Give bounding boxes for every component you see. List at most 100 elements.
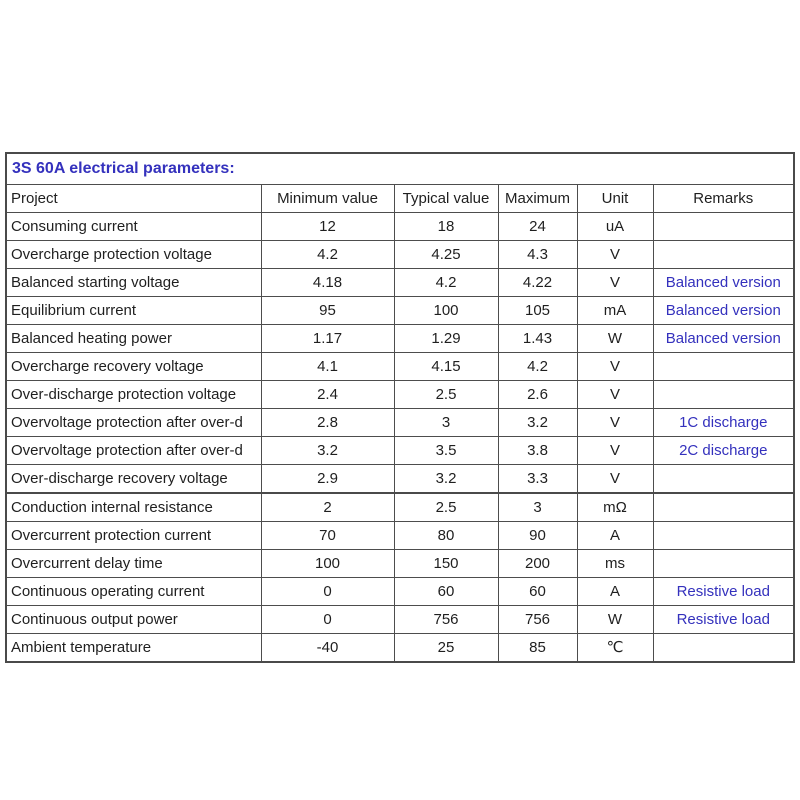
min-value-cell: 2.8: [260, 408, 395, 437]
max-value-cell: 756: [497, 605, 578, 634]
min-value-cell: 70: [260, 521, 395, 550]
table-row: Equilibrium current 95 100 105 mA Balanced ve…: [5, 296, 795, 325]
unit-cell: mA: [576, 296, 654, 325]
remarks-cell: 1C discharge: [652, 408, 795, 437]
table-row: Ambient temperature -40 25 85 ℃: [5, 633, 795, 663]
project-cell: Conduction internal resistance: [5, 492, 262, 522]
project-cell: Overvoltage protection after over-d: [5, 408, 262, 437]
electrical-parameters-table: 3S 60A electrical parameters: Project Mi…: [5, 152, 796, 663]
typical-value-cell: 4.25: [393, 240, 499, 269]
max-value-cell: 90: [497, 521, 578, 550]
table-body: Consuming current 12 18 24 uA Overcharge prot…: [5, 212, 795, 663]
remarks-cell: [652, 549, 795, 578]
project-cell: Ambient temperature: [5, 633, 262, 663]
typical-value-cell: 18: [393, 212, 499, 241]
typical-value-cell: 3: [393, 408, 499, 437]
typical-value-cell: 4.15: [393, 352, 499, 381]
project-cell: Equilibrium current: [5, 296, 262, 325]
table-row: Over-discharge protection voltage 2.4 2.5 2…: [5, 380, 795, 409]
remarks-cell: Resistive load: [652, 577, 795, 606]
column-header-maximum: Maximum: [497, 184, 578, 213]
remarks-cell: [652, 240, 795, 269]
typical-value-cell: 2.5: [393, 380, 499, 409]
column-header-typical-value: Typical value: [393, 184, 499, 213]
table-header-row: Project Minimum value Typical value Maxi…: [5, 184, 795, 213]
typical-value-cell: 25: [393, 633, 499, 663]
min-value-cell: 0: [260, 605, 395, 634]
remarks-cell: [652, 521, 795, 550]
remarks-cell: Balanced version: [652, 324, 795, 353]
typical-value-cell: 60: [393, 577, 499, 606]
min-value-cell: 2.4: [260, 380, 395, 409]
max-value-cell: 4.3: [497, 240, 578, 269]
table-row: Overcharge protection voltage 4.2 4.25 4.3 V: [5, 240, 795, 269]
max-value-cell: 1.43: [497, 324, 578, 353]
table-row: Overcharge recovery voltage 4.1 4.15 4.2 V: [5, 352, 795, 381]
remarks-cell: Balanced version: [652, 268, 795, 297]
table-title-row: 3S 60A electrical parameters:: [5, 152, 795, 185]
unit-cell: ℃: [576, 633, 654, 663]
unit-cell: uA: [576, 212, 654, 241]
unit-cell: V: [576, 436, 654, 465]
remarks-cell: [652, 212, 795, 241]
max-value-cell: 3.3: [497, 464, 578, 494]
column-header-remarks: Remarks: [652, 184, 795, 213]
table-row: Continuous output power 0 756 756 W Resistive…: [5, 605, 795, 634]
min-value-cell: 4.1: [260, 352, 395, 381]
max-value-cell: 3: [497, 492, 578, 522]
project-cell: Overcurrent delay time: [5, 549, 262, 578]
unit-cell: V: [576, 240, 654, 269]
project-cell: Over-discharge protection voltage: [5, 380, 262, 409]
unit-cell: V: [576, 464, 654, 494]
column-header-unit: Unit: [576, 184, 654, 213]
unit-cell: V: [576, 352, 654, 381]
typical-value-cell: 80: [393, 521, 499, 550]
table-row: Over-discharge recovery voltage 2.9 3.2 3.3…: [5, 464, 795, 494]
min-value-cell: 2: [260, 492, 395, 522]
max-value-cell: 105: [497, 296, 578, 325]
min-value-cell: 4.2: [260, 240, 395, 269]
max-value-cell: 4.22: [497, 268, 578, 297]
project-cell: Overcharge recovery voltage: [5, 352, 262, 381]
project-cell: Over-discharge recovery voltage: [5, 464, 262, 494]
project-cell: Overcurrent protection current: [5, 521, 262, 550]
project-cell: Continuous output power: [5, 605, 262, 634]
table-row: Continuous operating current 0 60 60 A Resist…: [5, 577, 795, 606]
project-cell: Balanced starting voltage: [5, 268, 262, 297]
min-value-cell: 3.2: [260, 436, 395, 465]
min-value-cell: -40: [260, 633, 395, 663]
table-row: Balanced heating power 1.17 1.29 1.43 W Balan…: [5, 324, 795, 353]
typical-value-cell: 100: [393, 296, 499, 325]
typical-value-cell: 1.29: [393, 324, 499, 353]
remarks-cell: 2C discharge: [652, 436, 795, 465]
max-value-cell: 24: [497, 212, 578, 241]
typical-value-cell: 2.5: [393, 492, 499, 522]
project-cell: Overvoltage protection after over-d: [5, 436, 262, 465]
table-row: Conduction internal resistance 2 2.5 3 mΩ: [5, 492, 795, 522]
max-value-cell: 4.2: [497, 352, 578, 381]
table-row: Overvoltage protection after over-d 3.2 3.…: [5, 436, 795, 465]
table-row: Balanced starting voltage 4.18 4.2 4.22 V Bal…: [5, 268, 795, 297]
remarks-cell: Balanced version: [652, 296, 795, 325]
typical-value-cell: 3.2: [393, 464, 499, 494]
max-value-cell: 2.6: [497, 380, 578, 409]
unit-cell: A: [576, 577, 654, 606]
table-row: Consuming current 12 18 24 uA: [5, 212, 795, 241]
table-row: Overcurrent delay time 100 150 200 ms: [5, 549, 795, 578]
typical-value-cell: 3.5: [393, 436, 499, 465]
max-value-cell: 3.2: [497, 408, 578, 437]
unit-cell: A: [576, 521, 654, 550]
typical-value-cell: 4.2: [393, 268, 499, 297]
project-cell: Consuming current: [5, 212, 262, 241]
max-value-cell: 60: [497, 577, 578, 606]
project-cell: Overcharge protection voltage: [5, 240, 262, 269]
min-value-cell: 100: [260, 549, 395, 578]
column-header-minimum-value: Minimum value: [260, 184, 395, 213]
unit-cell: mΩ: [576, 492, 654, 522]
unit-cell: V: [576, 268, 654, 297]
max-value-cell: 200: [497, 549, 578, 578]
remarks-cell: [652, 464, 795, 494]
min-value-cell: 0: [260, 577, 395, 606]
max-value-cell: 85: [497, 633, 578, 663]
